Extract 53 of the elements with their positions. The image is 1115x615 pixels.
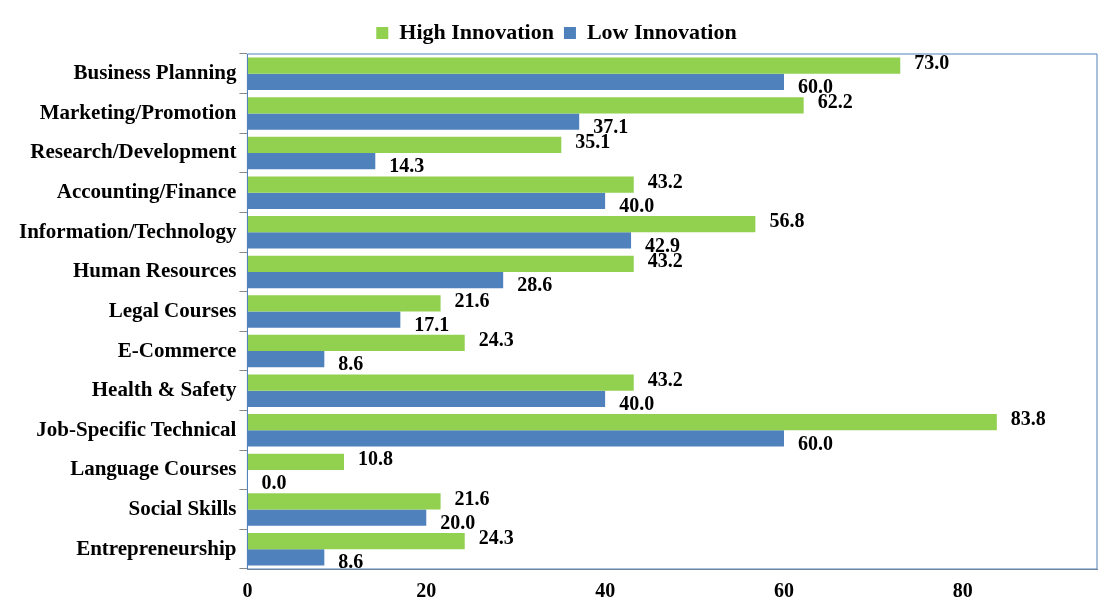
y-tick-label: Health & Safety [91, 377, 237, 402]
y-tick-label: Accounting/Finance [56, 179, 237, 204]
data-label: 56.8 [769, 209, 805, 232]
x-tick-label: 0 [242, 579, 253, 602]
x-tick-label: 20 [416, 579, 437, 602]
data-label: 60.0 [797, 431, 833, 454]
y-tick-label: Business Planning [73, 60, 237, 85]
bar [247, 414, 997, 431]
data-label: 24.3 [478, 328, 514, 351]
y-tick-label: Social Skills [128, 496, 237, 520]
data-label: 10.8 [358, 447, 393, 470]
data-label: 0.0 [261, 471, 287, 494]
data-label: 43.2 [647, 367, 683, 390]
y-tick-label: Human Resources [72, 258, 237, 283]
data-label: 17.1 [414, 312, 450, 335]
data-label: 73.0 [914, 50, 950, 73]
bar [247, 176, 634, 193]
legend-label: Low Innovation [586, 18, 737, 44]
data-label: 24.3 [478, 526, 514, 549]
bar [247, 97, 804, 114]
bar [247, 136, 562, 154]
data-label: 43.2 [647, 169, 683, 192]
x-tick-label: 80 [952, 579, 973, 602]
bar [247, 334, 465, 352]
x-tick-label: 60 [773, 579, 794, 602]
y-tick-label: E-Commerce [117, 337, 237, 362]
legend-label: High Innovation [399, 18, 554, 44]
y-tick-label: Entrepreneurship [76, 535, 237, 560]
y-tick-label: Information/Technology [18, 218, 237, 243]
bar [247, 374, 634, 391]
y-tick-label: Research/Development [30, 139, 237, 164]
data-label: 21.6 [454, 288, 490, 311]
data-label: 21.6 [454, 486, 490, 509]
data-label: 8.6 [338, 550, 364, 573]
y-tick-label: Language Courses [70, 456, 237, 481]
y-tick-label: Job-Specific Technical [36, 416, 237, 441]
bar [247, 57, 901, 74]
bar [247, 216, 756, 233]
x-tick-label: 40 [595, 579, 616, 602]
bar [247, 532, 465, 550]
data-label: 40.0 [619, 193, 655, 216]
data-label: 14.3 [389, 154, 425, 177]
data-label: 20.0 [440, 510, 476, 533]
data-label: 40.0 [619, 392, 655, 415]
bar [247, 493, 441, 510]
y-tick-label: Marketing/Promotion [39, 99, 237, 124]
data-label: 8.6 [338, 352, 364, 375]
bar [247, 295, 441, 312]
bar [247, 255, 634, 272]
bar [247, 453, 344, 470]
y-tick-label: Legal Courses [108, 297, 237, 322]
data-label: 28.6 [517, 273, 553, 296]
data-label: 83.8 [1010, 407, 1046, 430]
